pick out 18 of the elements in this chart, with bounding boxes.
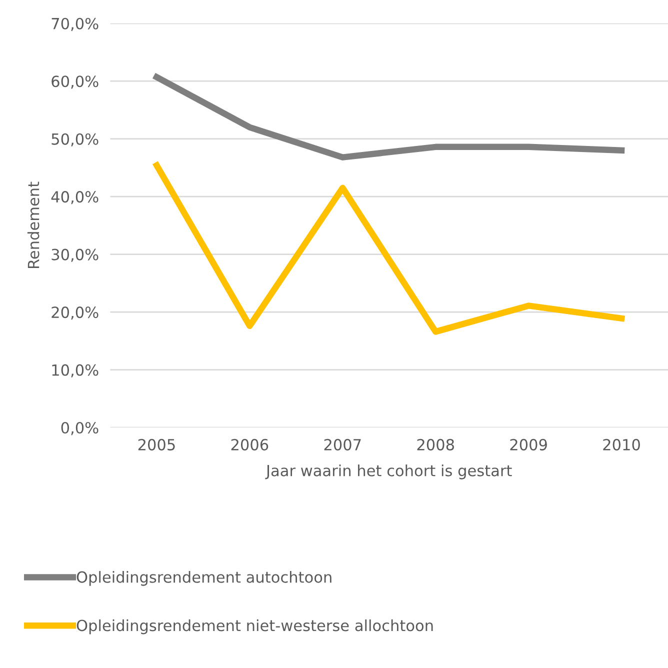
legend-label: Opleidingsrendement niet-westerse allochtoon <box>76 619 433 634</box>
y-tick-label: 10,0% <box>52 364 98 378</box>
x-tick-label: 2005 <box>138 438 175 450</box>
x-axis-title: Jaar waarin het cohort is gestart <box>265 464 512 480</box>
y-tick-label: 20,0% <box>52 306 98 320</box>
y-tick-label: 30,0% <box>52 248 98 262</box>
y-tick-label: 0,0% <box>61 422 98 436</box>
y-tick-label: 40,0% <box>51 191 98 204</box>
y-tick-label: 50,0% <box>52 133 98 146</box>
legend-label: Opleidingsrendement autochtoon <box>76 571 332 586</box>
y-tick-label: 70,0% <box>52 18 98 31</box>
x-tick-label: 2008 <box>417 438 454 450</box>
y-tick-label: 60,0% <box>52 76 98 89</box>
x-tick-label: 2007 <box>324 438 361 450</box>
y-axis-title: Rendement <box>27 182 40 268</box>
x-tick-label: 2009 <box>510 438 547 450</box>
x-tick-label: 2006 <box>231 438 268 450</box>
x-tick-label: 2010 <box>603 438 640 450</box>
